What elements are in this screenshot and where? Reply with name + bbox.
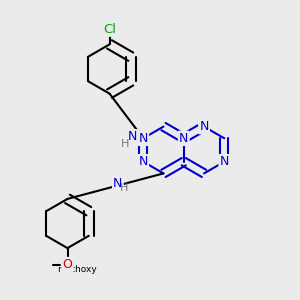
Text: N: N — [128, 130, 137, 143]
Text: N: N — [139, 132, 148, 145]
Text: N: N — [220, 155, 229, 168]
Text: N: N — [113, 177, 123, 190]
Text: O: O — [62, 260, 72, 274]
Text: O: O — [63, 258, 72, 271]
Text: methoxy: methoxy — [57, 266, 96, 274]
Text: H: H — [120, 183, 129, 193]
Text: N: N — [179, 132, 188, 145]
Text: N: N — [199, 120, 209, 133]
Text: H: H — [121, 139, 129, 149]
Text: Cl: Cl — [103, 22, 116, 36]
Text: N: N — [139, 155, 148, 168]
